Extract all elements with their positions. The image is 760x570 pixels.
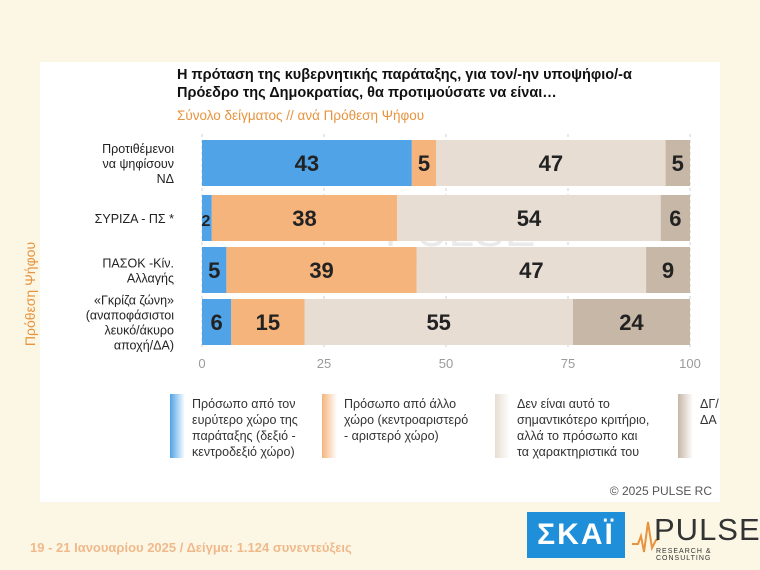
- x-tick-label: 25: [317, 356, 331, 371]
- bar-value-label: 55: [426, 310, 450, 335]
- bar-value-label: 5: [208, 258, 220, 283]
- chart-panel: Η πρόταση της κυβερνητικής παράταξης, γι…: [22, 62, 720, 502]
- x-tick-label: 75: [561, 356, 575, 371]
- legend-swatch: [678, 394, 693, 458]
- category-label: ΣΥΡΙΖΑ - ΠΣ *: [95, 212, 174, 226]
- legend-label-line: τα χαρακτηριστικά του: [517, 445, 640, 459]
- bar-value-label: 6: [211, 310, 223, 335]
- x-tick-label: 0: [198, 356, 205, 371]
- category-label-line: αποχή/ΔΑ): [114, 339, 174, 353]
- legend-label: Πρόσωπο από άλλο χώρο (κεντροαριστερό - αρ…: [344, 396, 494, 444]
- bar-value-label: 38: [292, 206, 316, 231]
- x-tick-label: 100: [679, 356, 701, 371]
- category-label-line: Αλλαγής: [127, 272, 174, 286]
- bar-segment: [436, 140, 666, 186]
- bar-value-label: 54: [517, 206, 542, 231]
- bar-segment: [660, 195, 690, 241]
- bar-value-label: 5: [418, 151, 430, 176]
- legend-label-line: Πρόσωπο από άλλο: [344, 397, 457, 411]
- legend-label-line: ευρύτερο χώρο της: [192, 413, 298, 427]
- category-label: Προτιθέμενοι να ψηφίσουν ΝΔ: [102, 142, 174, 186]
- bar-segment: [202, 247, 227, 293]
- title-line-2: Πρόεδρο της Δημοκρατίας, θα προτιμούσατε…: [177, 85, 557, 101]
- legend-label-line: ΔΓ/: [700, 397, 719, 411]
- copyright-text: © 2025 PULSE RC: [609, 484, 712, 498]
- category-label-line: Προτιθέμενοι: [102, 142, 174, 156]
- category-label-line: «Γκρίζα ζώνη»: [94, 294, 174, 308]
- category-label-line: ΠΑΣΟΚ -Κίν.: [102, 257, 174, 271]
- bar-value-label: 47: [519, 258, 543, 283]
- bar-value-label: 43: [295, 151, 319, 176]
- pulse-logo: PULSE RESEARCH & CONSULTING: [632, 512, 760, 562]
- legend-label-line: Δεν είναι αυτό το: [517, 397, 610, 411]
- bar-segment: [226, 247, 417, 293]
- x-tick-label: 50: [439, 356, 453, 371]
- category-label-line: ΣΥΡΙΖΑ - ΠΣ *: [95, 212, 174, 226]
- category-label-line: λευκό/άκυρο: [104, 324, 174, 338]
- bar-value-label: 15: [256, 310, 280, 335]
- bar-segment: [202, 299, 232, 345]
- bar-value-label: 47: [539, 151, 563, 176]
- legend-swatch: [322, 394, 337, 458]
- legend-label-line: Πρόσωπο από τον: [192, 397, 296, 411]
- footer-date-sample: 19 - 21 Ιανουαρίου 2025 / Δείγμα: 1.124 …: [30, 540, 352, 555]
- bar-segment: [397, 195, 661, 241]
- bar-value-label: 6: [669, 206, 681, 231]
- legend-label-line: χώρο (κεντροαριστερό: [344, 413, 469, 427]
- bar-segment: [572, 299, 690, 345]
- category-label-line: (αναποφάσιστοι: [86, 309, 175, 323]
- group-axis-label: Πρόθεση Ψήφου: [22, 241, 38, 347]
- legend-label-line: αλλά το πρόσωπο και: [517, 429, 638, 443]
- bar-segment: [202, 140, 412, 186]
- chart-subtitle: Σύνολο δείγματος // ανά Πρόθεση Ψήφου: [177, 108, 425, 123]
- pulse-logo-word: PULSE: [654, 512, 760, 547]
- bar-segment: [231, 299, 305, 345]
- category-label-line: ΝΔ: [157, 172, 174, 186]
- category-label: «Γκρίζα ζώνη» (αναποφάσιστοι λευκό/άκυρο απ…: [86, 294, 175, 353]
- chart-title: Η πρόταση της κυβερνητικής παράταξης, γι…: [177, 66, 717, 102]
- pulse-wave-icon: [632, 521, 658, 553]
- bar-segment: [646, 247, 690, 293]
- legend-label-line: παράταξης (δεξιό -: [192, 429, 296, 443]
- legend-label: Δεν είναι αυτό το σημαντικότερο κριτήριο,…: [517, 396, 667, 460]
- bar-value-label: 5: [672, 151, 684, 176]
- pulse-logo-sub: RESEARCH & CONSULTING: [656, 548, 712, 562]
- legend-swatch: [495, 394, 510, 458]
- bar-segment: [211, 195, 398, 241]
- bar-segment: [665, 140, 690, 186]
- bar-value-label: 24: [619, 310, 644, 335]
- legend-label-line: - αριστερό χώρο): [344, 429, 439, 443]
- legend-label: Πρόσωπο από τον ευρύτερο χώρο της παράταξη…: [192, 396, 342, 460]
- bar-value-label: 9: [662, 258, 674, 283]
- bar-value-label: 39: [309, 258, 333, 283]
- skai-logo: ΣΚΑΪ: [527, 512, 625, 558]
- category-label: ΠΑΣΟΚ -Κίν. Αλλαγής: [102, 257, 174, 286]
- bar-segment: [416, 247, 647, 293]
- legend-swatch: [170, 394, 185, 458]
- legend-label-line: σημαντικότερο κριτήριο,: [517, 413, 650, 427]
- bar-segment: [411, 140, 437, 186]
- legend-label-line: κεντροδεξιό χώρο): [192, 445, 295, 459]
- bar-segment: [304, 299, 573, 345]
- bar-segment: [202, 195, 212, 241]
- legend-label: ΔΓ/ΔΑ: [700, 396, 720, 428]
- bar-value-label: 2: [202, 213, 211, 230]
- category-label-line: να ψηφίσουν: [103, 157, 174, 171]
- title-line-1: Η πρόταση της κυβερνητικής παράταξης, γι…: [177, 67, 632, 83]
- legend-label-line: ΔΑ: [700, 413, 717, 427]
